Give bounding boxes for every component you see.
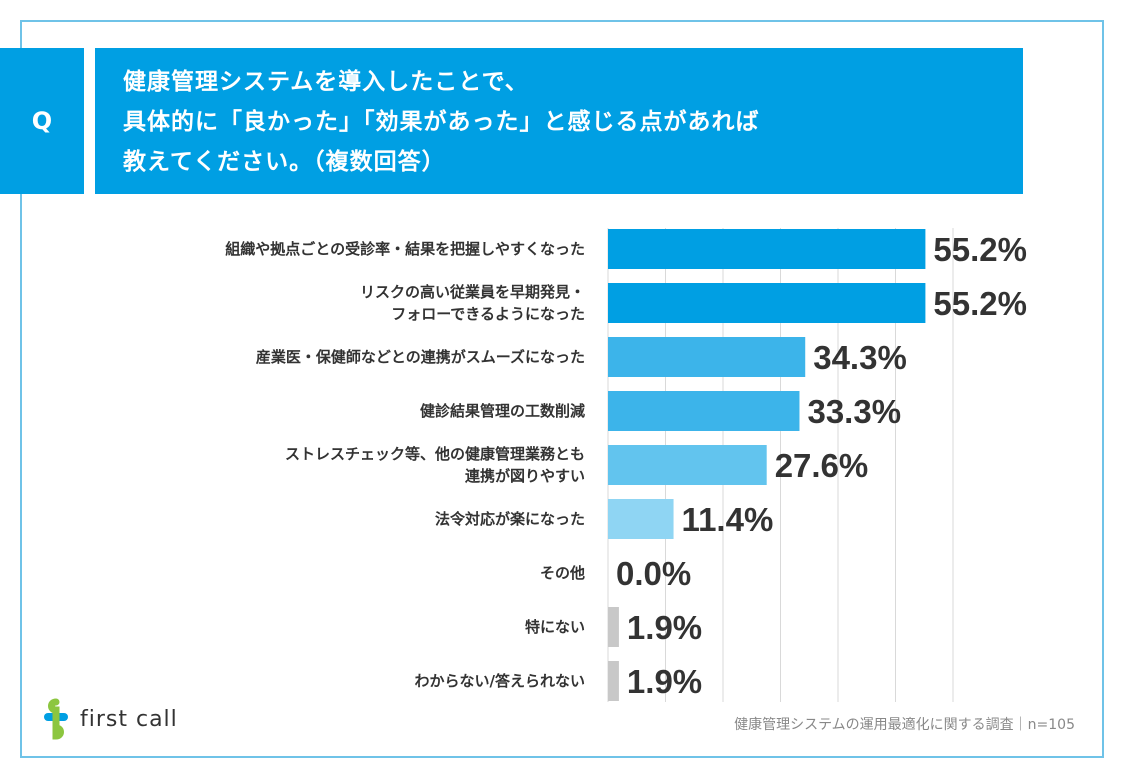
bar-value-label: 33.3%	[807, 393, 901, 430]
figure-frame	[20, 20, 1104, 758]
bar	[608, 607, 619, 647]
bar-value-label: 34.3%	[813, 339, 907, 376]
bar	[608, 283, 926, 323]
bar-value-label: 0.0%	[616, 555, 691, 592]
bar-value-label: 1.9%	[627, 663, 702, 700]
bar	[608, 499, 674, 539]
bar-value-label: 1.9%	[627, 609, 702, 646]
category-label: ストレスチェック等、他の健康管理業務とも	[285, 445, 585, 463]
category-label: 連携が図りやすい	[465, 467, 585, 485]
bar	[608, 337, 806, 377]
category-label: その他	[540, 564, 585, 582]
bar-value-label: 55.2%	[933, 285, 1027, 322]
category-label: 特にない	[525, 618, 585, 636]
question-box: 健康管理システムを導入したことで、 具体的に「良かった」「効果があった」と感じる…	[95, 48, 1023, 194]
question-badge: Q	[0, 48, 84, 194]
question-line-3: 教えてください。（複数回答）	[123, 149, 446, 175]
category-label: わからない/答えられない	[415, 672, 585, 690]
first-call-plus-icon	[44, 698, 68, 740]
category-label: 組織や拠点ごとの受診率・結果を把握しやすくなった	[225, 240, 585, 258]
question-line-2: 具体的に「良かった」「効果があった」と感じる点があれば	[123, 109, 760, 135]
bar	[608, 391, 800, 431]
bar	[608, 445, 767, 485]
question-line-1: 健康管理システムを導入したことで、	[123, 69, 529, 95]
bar	[608, 661, 619, 701]
bar-value-label: 27.6%	[775, 447, 869, 484]
brand-logo: first call	[40, 698, 178, 740]
logo-text: first call	[80, 706, 178, 732]
category-label: 法令対応が楽になった	[435, 510, 585, 528]
bar-value-label: 11.4%	[682, 501, 774, 538]
category-label: リスクの高い従業員を早期発見・	[360, 283, 585, 301]
category-label: 健診結果管理の工数削減	[420, 402, 585, 420]
category-label: フォローできるようになった	[391, 305, 585, 323]
category-label: 産業医・保健師などとの連携がスムーズになった	[256, 348, 585, 366]
source-note: 健康管理システムの運用最適化に関する調査｜n=105	[734, 717, 1075, 733]
bar-value-label: 55.2%	[933, 231, 1027, 268]
bar	[608, 229, 926, 269]
